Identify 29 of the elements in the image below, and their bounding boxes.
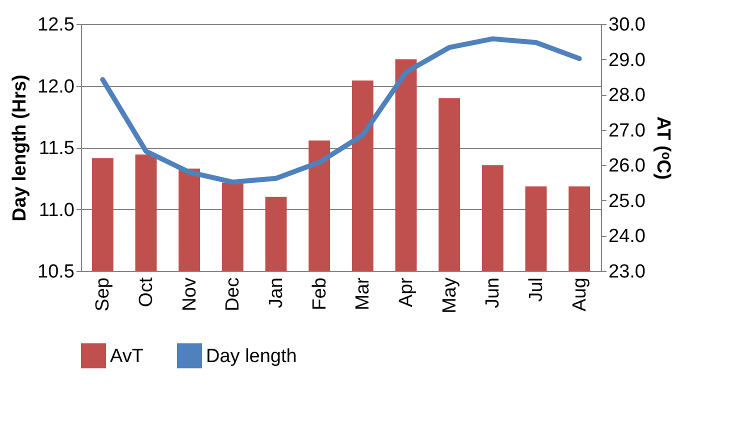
- x-tick-label: May: [439, 277, 460, 314]
- x-tick-label: Aug: [569, 278, 590, 312]
- y-tick-label: 12.5: [38, 14, 74, 36]
- y2-tick-label: 25.0: [608, 190, 646, 212]
- y-tick-label: 11.0: [38, 200, 74, 221]
- x-tick-label: Jan: [266, 278, 287, 308]
- x-tick-label: Apr: [396, 276, 417, 308]
- x-tick-label: Jun: [482, 278, 504, 308]
- y-tick-label: 11.5: [38, 138, 74, 159]
- legend-label: Day length: [206, 346, 297, 367]
- y2-tick-label: 28.0: [608, 85, 646, 106]
- x-tick-label: Jul: [526, 278, 547, 302]
- y-tick-label: 10.5: [38, 262, 74, 282]
- y2-tick-label: 24.0: [608, 226, 646, 248]
- y2-tick-label: 26.0: [608, 156, 646, 177]
- y2-tick-label: 29.0: [608, 50, 646, 71]
- y2-tick-label: 27.0: [608, 120, 646, 142]
- y-axis-title: Day length (Hrs): [10, 74, 31, 222]
- x-tick-label: Mar: [352, 276, 374, 310]
- x-tick-label: Dec: [222, 278, 244, 312]
- y2-tick-label: 30.0: [608, 14, 646, 36]
- y-tick-label: 12.0: [38, 76, 74, 98]
- x-tick-label: Nov: [179, 277, 200, 312]
- x-tick-label: Oct: [136, 276, 157, 308]
- y2-tick-label: 23.0: [608, 262, 646, 282]
- x-tick-label: Feb: [309, 278, 330, 310]
- x-tick-label: Sep: [92, 278, 114, 312]
- y2-axis-title: AT (ᵒC): [652, 116, 674, 180]
- legend-label: AvT: [110, 346, 144, 367]
